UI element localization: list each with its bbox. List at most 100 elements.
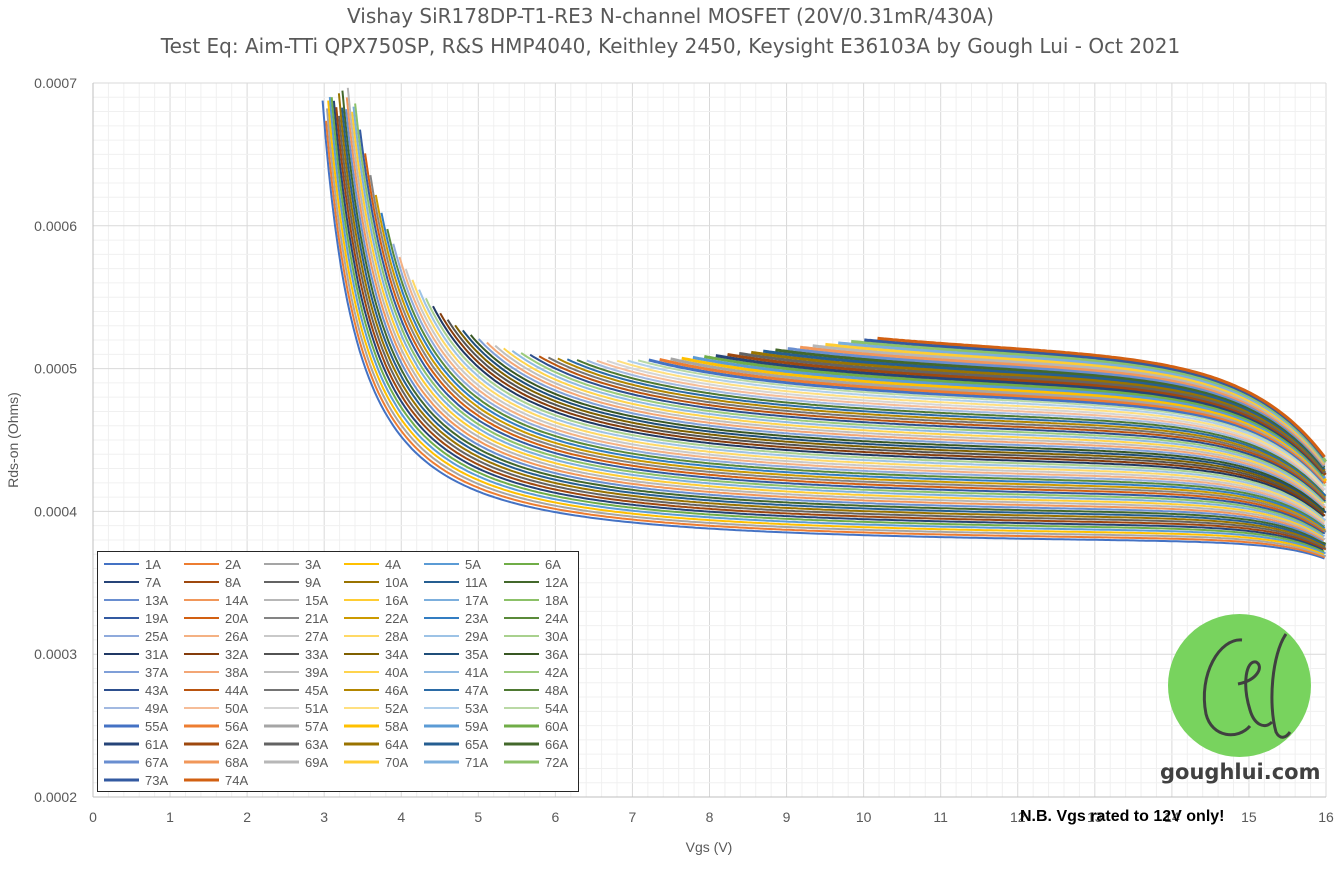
series-line-63A	[739, 352, 1327, 474]
legend-label: 59A	[465, 719, 488, 734]
series-line-60A	[704, 355, 1326, 477]
legend-label: 6A	[545, 557, 561, 572]
legend-label: 53A	[465, 701, 488, 716]
x-tick-label: 10	[856, 809, 872, 825]
x-tick-label: 9	[783, 809, 791, 825]
series-line-13A	[345, 109, 1324, 542]
legend-label: 32A	[225, 647, 248, 662]
series-line-70A	[825, 342, 1326, 464]
legend-label: 55A	[145, 719, 168, 734]
legend-label: 56A	[225, 719, 248, 734]
series-line-11A	[341, 107, 1326, 546]
series-line-51A	[606, 359, 1326, 491]
series-line-3A	[326, 108, 1327, 558]
legend-label: 64A	[385, 737, 408, 752]
logo-mark	[1202, 633, 1292, 739]
series-line-23A	[380, 212, 1326, 529]
series-line-21A	[369, 174, 1327, 533]
legend-label: 66A	[545, 737, 568, 752]
legend-label: 39A	[305, 665, 328, 680]
legend-label: 40A	[385, 665, 408, 680]
series-line-49A	[586, 359, 1325, 492]
legend-label: 15A	[305, 593, 328, 608]
series-line-7A	[332, 100, 1324, 551]
x-tick-label: 6	[551, 809, 559, 825]
series-line-67A	[787, 347, 1326, 468]
legend-label: 14A	[225, 593, 248, 608]
series-line-74A	[877, 336, 1326, 458]
series-line-36A	[469, 334, 1326, 511]
x-tick-label: 7	[629, 809, 637, 825]
legend-label: 58A	[385, 719, 408, 734]
legend-label: 4A	[385, 557, 401, 572]
legend-label: 20A	[225, 611, 248, 626]
chart-title: Vishay SiR178DP-T1-RE3 N-channel MOSFET …	[347, 4, 994, 28]
series-line-59A	[692, 355, 1326, 480]
series-line-56A	[659, 358, 1327, 485]
series-line-54A	[637, 359, 1327, 487]
series-line-53A	[627, 359, 1325, 487]
series-line-17A	[352, 106, 1326, 538]
y-tick-label: 0.0007	[34, 75, 77, 91]
series-line-58A	[681, 356, 1328, 482]
series-line-28A	[411, 279, 1326, 522]
series-line-12A	[341, 90, 1327, 545]
series-line-33A	[446, 319, 1324, 514]
series-line-47A	[566, 358, 1327, 497]
series-line-10A	[337, 93, 1326, 548]
legend-label: 42A	[545, 665, 568, 680]
legend-label: 19A	[145, 611, 168, 626]
legend-label: 3A	[305, 557, 321, 572]
series-line-22A	[374, 194, 1326, 531]
series-line-24A	[386, 228, 1325, 528]
series-line-38A	[486, 341, 1326, 509]
legend-label: 9A	[305, 575, 321, 590]
legend-label: 48A	[545, 683, 568, 698]
series-line-29A	[418, 289, 1326, 522]
series-line-15A	[346, 87, 1326, 541]
legend-label: 52A	[385, 701, 408, 716]
curves	[321, 87, 1328, 560]
x-tick-label: 16	[1318, 809, 1334, 825]
legend-label: 51A	[305, 701, 328, 716]
series-line-27A	[404, 268, 1326, 524]
series-line-48A	[576, 359, 1324, 493]
series-line-72A	[851, 339, 1328, 463]
legend-label: 1A	[145, 557, 161, 572]
series-line-71A	[838, 341, 1327, 464]
series-line-73A	[864, 338, 1325, 459]
legend-entries: 1A 2A 3A 4A 5A 6A 7A 8A 9A 10A 11A 12A 13A 14A 15A 16A 1…	[104, 557, 568, 788]
chart-subtitle: Test Eq: Aim-TTi QPX750SP, R&S HMP4040, …	[160, 34, 1181, 58]
legend-label: 8A	[225, 575, 241, 590]
series-line-69A	[812, 344, 1326, 465]
x-tick-label: 15	[1241, 809, 1257, 825]
series-line-52A	[616, 359, 1324, 487]
legend-label: 30A	[545, 629, 568, 644]
series-line-2A	[325, 120, 1326, 559]
legend-label: 23A	[465, 611, 488, 626]
legend-label: 49A	[145, 701, 168, 716]
legend-label: 27A	[305, 629, 328, 644]
legend-label: 67A	[145, 755, 168, 770]
legend-label: 33A	[305, 647, 328, 662]
legend-label: 50A	[225, 701, 248, 716]
legend-label: 18A	[545, 593, 568, 608]
series-line-6A	[330, 97, 1325, 553]
x-tick-label: 13	[1087, 809, 1103, 825]
legend-label: 34A	[385, 647, 408, 662]
x-tick-label: 14	[1164, 809, 1180, 825]
x-tick-label: 4	[397, 809, 405, 825]
legend-label: 43A	[145, 683, 168, 698]
legend-label: 12A	[545, 575, 568, 590]
legend-label: 28A	[385, 629, 408, 644]
legend-label: 22A	[385, 611, 408, 626]
legend: 1A 2A 3A 4A 5A 6A 7A 8A 9A 10A 11A 12A 13A 14A 15A 16A 1…	[97, 551, 579, 792]
series-line-30A	[424, 297, 1324, 518]
series-line-16A	[351, 111, 1324, 538]
y-tick-label: 0.0004	[34, 503, 77, 519]
legend-label: 36A	[545, 647, 568, 662]
y-axis-label: Rds-on (Ohms)	[5, 392, 21, 488]
series-line-19A	[359, 129, 1326, 535]
series-line-50A	[596, 359, 1326, 491]
y-tick-label: 0.0002	[34, 789, 77, 805]
